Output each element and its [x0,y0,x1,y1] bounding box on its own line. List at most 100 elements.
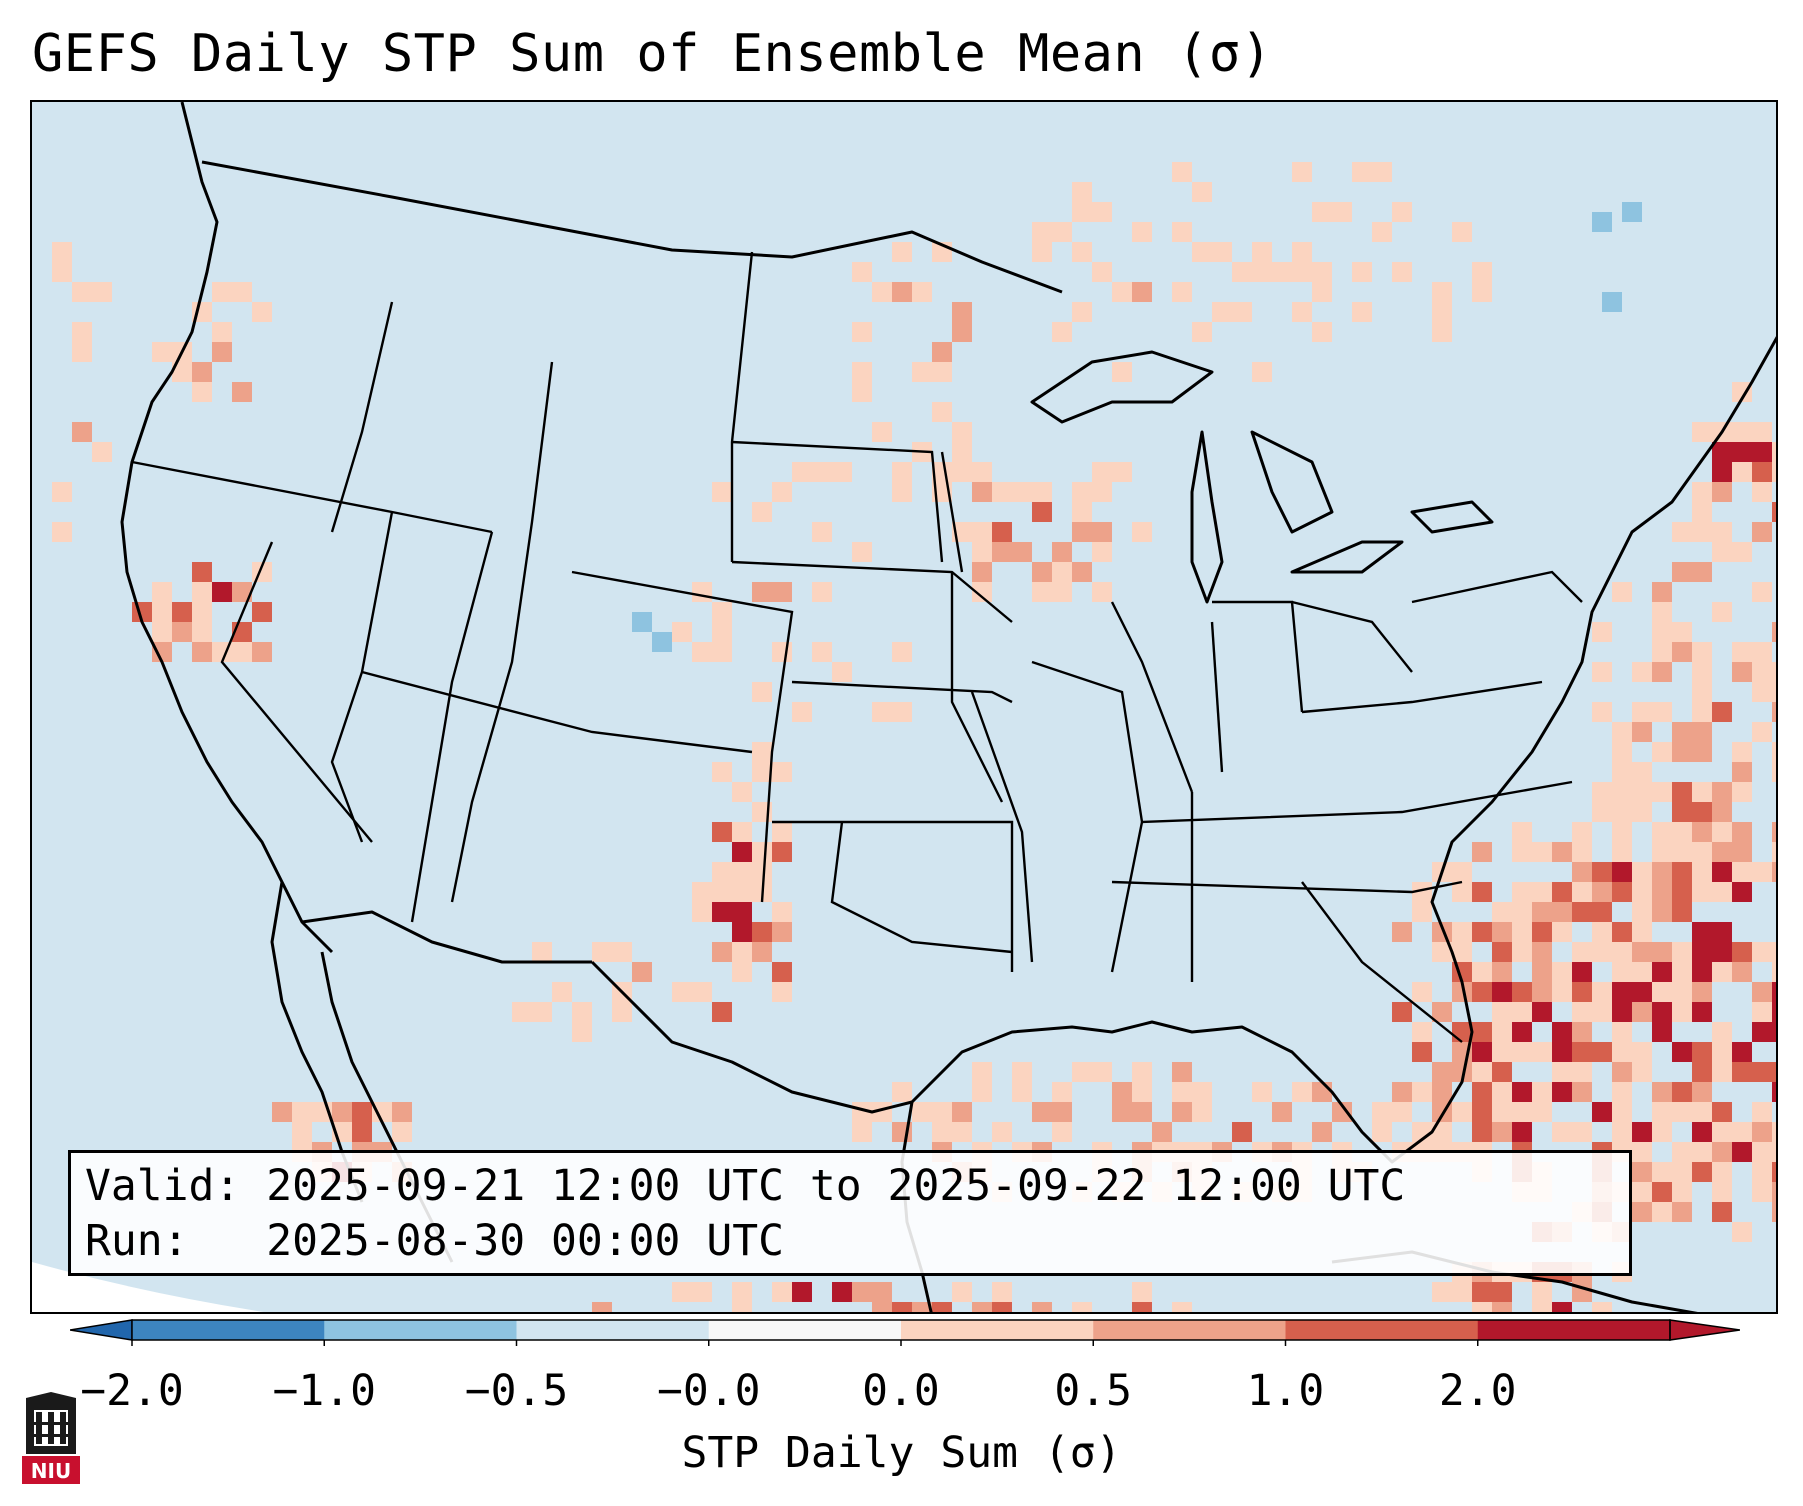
stp-cell [892,1302,912,1312]
run-row: Run: 2025-08-30 00:00 UTC [85,1214,1629,1269]
stp-cell [1672,782,1692,802]
stp-cell [1612,922,1632,942]
stp-cell [952,1122,972,1142]
stp-cell [1732,1222,1752,1242]
stp-cell [1472,842,1492,862]
stp-cell [1772,822,1776,842]
stp-cell [1052,1122,1072,1142]
stp-cell [1672,1202,1692,1222]
stp-cell [1012,482,1032,502]
stp-cell [192,382,212,402]
stp-cell [912,362,932,382]
stp-cell [1652,782,1672,802]
stp-cell [1772,762,1776,782]
stp-cell [752,742,772,762]
stp-cell [192,622,212,642]
stp-cell [1412,1082,1432,1102]
stp-cell [1672,902,1692,922]
stp-cell [1472,962,1492,982]
stp-cell [1412,902,1432,922]
stp-cell [1092,482,1112,502]
stp-cell [1752,1102,1772,1122]
stp-cell [212,342,232,362]
stp-cell [1732,822,1752,842]
stp-cell [1472,882,1492,902]
stp-cell [1192,1102,1212,1122]
west-coastline [120,102,334,954]
stp-cell [1652,1202,1672,1222]
colorbar-segment [132,1320,325,1340]
stp-cell [1772,742,1776,762]
stp-cell [952,442,972,462]
lake-ontario [1410,500,1494,534]
stp-cell [1492,1002,1512,1022]
stp-cell [1112,1102,1132,1122]
stp-cell [672,982,692,1002]
stp-cell [1732,382,1752,402]
stp-cell [852,1282,872,1302]
stp-cell [1512,1022,1532,1042]
stp-cell [1592,942,1612,962]
stp-cell [1692,882,1712,902]
stp-cell [1652,862,1672,882]
stp-cell [1632,1162,1652,1182]
stp-cell [1312,262,1332,282]
stp-cell [712,482,732,502]
stp-cell [1772,1182,1776,1202]
stp-cell [1352,162,1372,182]
stp-cell [1592,902,1612,922]
stp-cell [812,522,832,542]
stp-cell [1032,582,1052,602]
stp-cell [1612,822,1632,842]
stp-cell [1012,542,1032,562]
stp-cell [1492,1062,1512,1082]
stp-cell [1692,422,1712,442]
stp-cell [92,442,112,462]
stp-cell [1552,962,1572,982]
stp-cell [1512,1002,1532,1022]
stp-cell-negative [1602,292,1622,312]
stp-cell [1752,1122,1772,1142]
colorbar-segment [324,1320,517,1340]
stp-cell [1052,582,1072,602]
stp-cell [1652,582,1672,602]
stp-cell [72,422,92,442]
stp-cell [1312,1082,1332,1102]
stp-cell [752,762,772,782]
stp-cell [1552,982,1572,1002]
stp-cell [1732,422,1752,442]
stp-cell [1392,1002,1412,1022]
stp-cell [1732,1122,1752,1142]
stp-cell [1192,322,1212,342]
stp-cell [1072,202,1092,222]
stp-cell [1072,482,1092,502]
stp-cell [392,1102,412,1122]
colorbar-extend-high [1669,1319,1740,1341]
lake-huron [1250,430,1334,534]
stp-cell [1612,1022,1632,1042]
lake-superior [1030,350,1214,424]
stp-cell [1672,962,1692,982]
stp-cell [1092,1062,1112,1082]
stp-cell [1012,1082,1032,1102]
stp-cell [752,682,772,702]
stp-cell [1672,882,1692,902]
stp-cell [52,242,72,262]
stp-cell [732,942,752,962]
stp-cell [1552,1302,1572,1312]
stp-cell [1672,982,1692,1002]
colorbar-tick-label: 0.0 [862,1366,940,1416]
stp-cell [1492,922,1512,942]
stp-cell [52,262,72,282]
stp-cell [1492,1302,1512,1312]
stp-cell [892,462,912,482]
stp-cell [1352,262,1372,282]
stp-cell [792,1282,812,1302]
stp-cell [332,1102,352,1122]
stp-cell [1292,242,1312,262]
stp-cell [1532,922,1552,942]
stp-cell [712,822,732,842]
stp-cell [1672,1002,1692,1022]
stp-cell [1612,1042,1632,1062]
stp-cell [1232,302,1252,322]
